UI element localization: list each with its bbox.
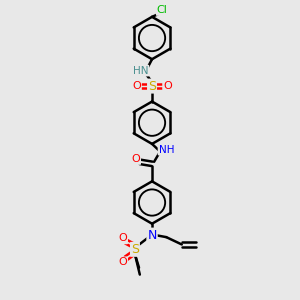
Text: O: O [118, 233, 127, 243]
Text: HN: HN [133, 66, 148, 76]
Text: O: O [118, 257, 127, 267]
Text: S: S [148, 80, 156, 93]
Text: NH: NH [158, 145, 174, 154]
Text: O: O [132, 81, 141, 91]
Text: S: S [131, 243, 139, 256]
Text: Cl: Cl [157, 5, 168, 15]
Text: O: O [163, 81, 172, 91]
Text: N: N [147, 229, 157, 242]
Text: O: O [131, 154, 140, 164]
